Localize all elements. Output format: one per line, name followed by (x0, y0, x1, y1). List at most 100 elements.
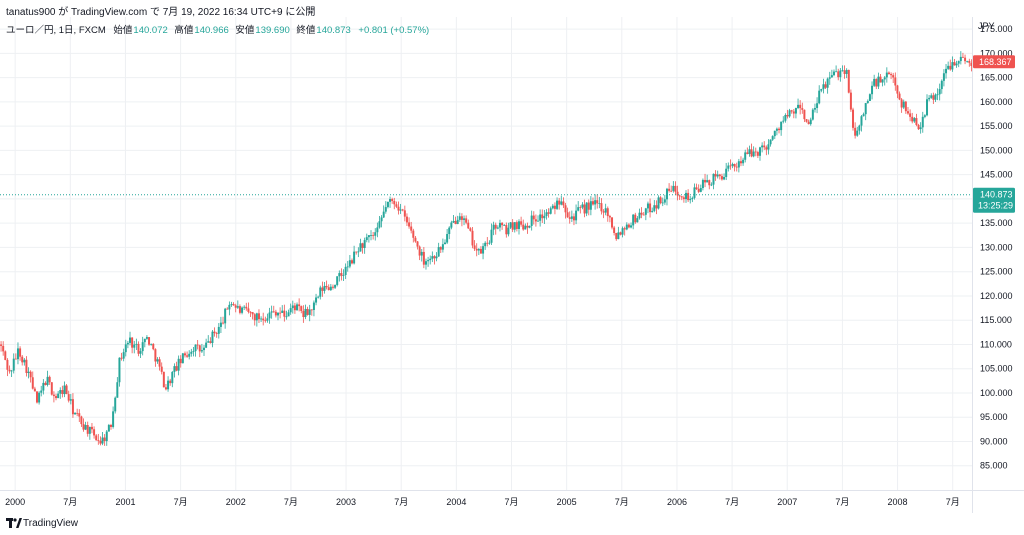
candle (67, 390, 70, 403)
candle (86, 421, 89, 437)
candle (699, 184, 702, 193)
candle (175, 361, 178, 372)
tradingview-brand[interactable]: TradingView (23, 518, 79, 529)
candle (634, 212, 637, 224)
candle (687, 189, 690, 203)
candle (40, 385, 43, 397)
candle (270, 305, 273, 319)
candle (947, 61, 950, 70)
candle (852, 107, 855, 131)
candle (556, 197, 559, 211)
candle (577, 201, 580, 212)
candle (393, 197, 396, 210)
candle (424, 258, 427, 270)
candle (196, 339, 199, 350)
candle (266, 313, 269, 323)
candle (315, 293, 318, 306)
candle (890, 72, 893, 80)
candle (807, 119, 810, 125)
candle (938, 83, 941, 101)
candle (169, 378, 172, 386)
candle (319, 285, 322, 300)
candle (761, 142, 764, 153)
candle (936, 88, 939, 101)
candle (837, 68, 840, 81)
candle (439, 246, 442, 254)
candle (82, 418, 85, 432)
candle (881, 79, 884, 87)
candle (826, 77, 829, 94)
candle (84, 421, 87, 431)
candle (830, 69, 833, 78)
candle (107, 423, 110, 432)
y-tick-label: 100.000 (980, 388, 1013, 398)
candle (701, 178, 704, 191)
candle (158, 356, 161, 371)
candle (414, 236, 417, 243)
candle (486, 237, 489, 247)
candle (919, 122, 922, 134)
y-tick-label: 105.000 (980, 364, 1013, 374)
candle (930, 93, 933, 99)
candle (327, 284, 330, 291)
candle (427, 256, 430, 267)
candle (133, 340, 136, 354)
footer-bar: TradingView (0, 513, 1024, 535)
candle (274, 309, 277, 318)
y-tick-label: 175.000 (980, 24, 1013, 34)
candle (156, 357, 159, 364)
candle (463, 215, 466, 226)
candle (780, 121, 783, 136)
y-tick-label: 150.000 (980, 145, 1013, 155)
candle (302, 305, 305, 323)
candle (61, 385, 64, 398)
candles (0, 51, 973, 446)
candle (192, 347, 195, 357)
candle (695, 183, 698, 191)
time-axis[interactable]: 2000 7月 2001 7月 2002 7月 2003 7月 2004 7月 2005 7月 2006… (0, 490, 1024, 508)
candle (321, 281, 324, 297)
candle (304, 304, 307, 320)
candle (152, 343, 155, 351)
candle (511, 219, 514, 233)
x-tick-label: 7月 (63, 497, 77, 507)
candle (501, 222, 504, 230)
candle (670, 185, 673, 193)
candle (805, 118, 808, 123)
last-price-tag[interactable]: 168.367 (973, 55, 1015, 69)
chart-area[interactable]: JPY 175.000 170.000 165.000 160.000 155.000 15… (0, 17, 1024, 513)
candle (389, 196, 392, 208)
candle (12, 353, 15, 374)
tradingview-logo-icon[interactable] (6, 517, 22, 529)
candle (205, 338, 208, 349)
candle (537, 215, 540, 222)
candle (813, 103, 816, 113)
candle (412, 228, 415, 243)
bar-countdown: 13:25:29 (978, 201, 1013, 211)
candle (737, 158, 740, 173)
candle (348, 255, 351, 269)
candle (456, 215, 459, 225)
high-value: 140.966 (194, 25, 229, 36)
candle (906, 106, 909, 115)
candle (875, 78, 878, 90)
candle (672, 181, 675, 193)
candle (408, 217, 411, 229)
candle (198, 344, 201, 358)
candle (16, 342, 19, 365)
candle (708, 179, 711, 190)
candle (23, 358, 26, 366)
y-tick-label: 125.000 (980, 267, 1013, 277)
candle (276, 312, 279, 321)
candle (65, 384, 68, 395)
candle (809, 117, 812, 126)
candle (570, 210, 573, 222)
candle (188, 350, 191, 360)
symbol-label[interactable]: ユーロ／円, 1日, FXCM (6, 25, 106, 36)
candle (856, 126, 859, 137)
candle (782, 116, 785, 124)
y-tick-label: 165.000 (980, 73, 1013, 83)
